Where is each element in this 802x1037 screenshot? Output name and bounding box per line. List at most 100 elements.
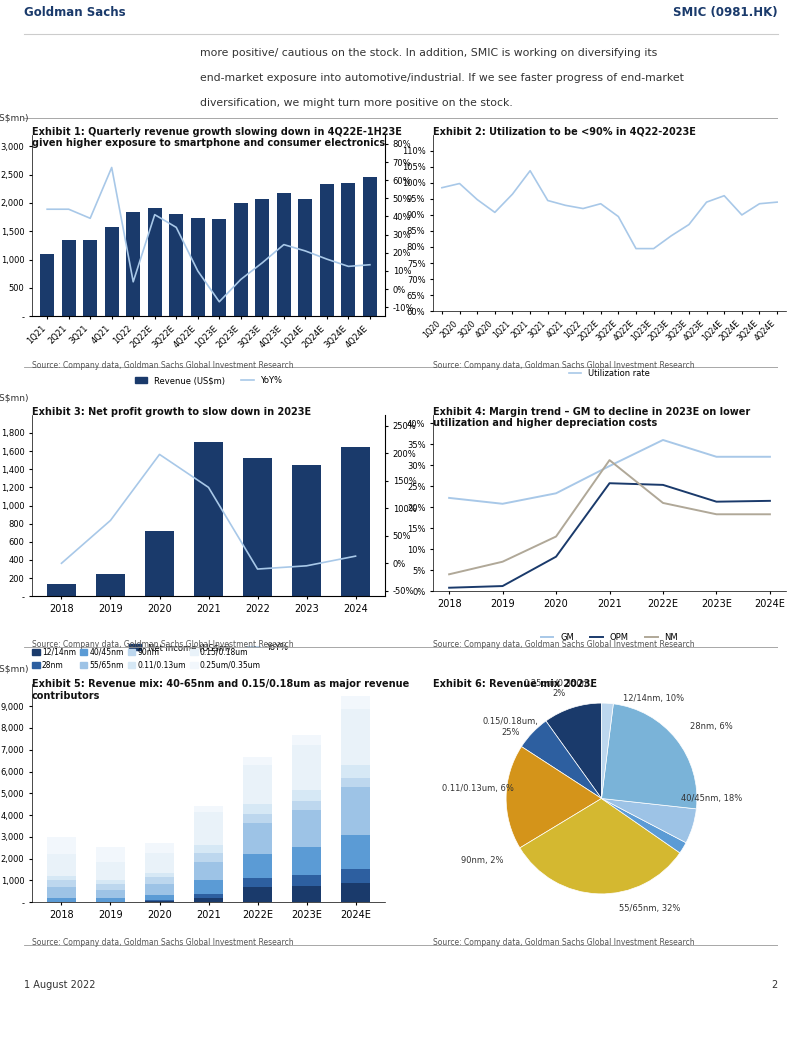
GM [711,450,721,463]
Bar [95,884,125,890]
Bar [145,900,174,901]
Text: Goldman Sachs: Goldman Sachs [24,6,126,20]
Text: Exhibit 4: Margin trend – GM to decline in 2023E on lower
utilization and higher: Exhibit 4: Margin trend – GM to decline … [433,407,751,428]
Bar [292,810,322,847]
Line: GM: GM [449,440,770,504]
Bar [62,240,75,316]
Legend: 12/14nm, 28nm, 40/45nm, 55/65nm, 90nm, 0.11/0.13um, 0.15/0.18um, 0.25um/0.35um: 12/14nm, 28nm, 40/45nm, 55/65nm, 90nm, 0… [29,645,264,673]
Text: SMIC (0981.HK): SMIC (0981.HK) [674,6,778,20]
Bar [95,898,125,902]
Bar [341,709,371,765]
OPM [444,582,454,594]
Bar [47,584,76,596]
GM [605,459,614,472]
Bar [292,745,322,790]
Bar [341,779,371,787]
Bar [292,847,322,875]
Wedge shape [506,747,602,848]
Bar [126,212,140,316]
Bar [95,879,125,884]
NM [498,556,508,568]
Bar [234,202,248,316]
Bar [194,853,223,862]
Bar [95,574,125,596]
Bar [292,790,322,802]
Bar [169,214,183,316]
Bar [243,823,272,853]
Bar [243,888,272,902]
Line: OPM: OPM [449,483,770,588]
Bar [145,853,174,872]
Text: (US$mn): (US$mn) [0,113,29,122]
Text: Exhibit 6: Revenue mix 2023E: Exhibit 6: Revenue mix 2023E [433,679,597,690]
Text: Source: Company data, Goldman Sachs Global Investment Research: Source: Company data, Goldman Sachs Glob… [32,361,294,370]
Wedge shape [602,704,697,809]
Bar [47,887,76,898]
Bar [341,869,371,882]
NM [551,530,561,542]
Bar [148,208,162,316]
NM [605,454,614,467]
Bar [243,853,272,878]
Bar [194,879,223,894]
Text: 12/14nm, 10%: 12/14nm, 10% [623,694,685,703]
GM [658,433,668,446]
Bar [47,837,76,854]
Bar [194,812,223,845]
Wedge shape [602,798,686,852]
Bar [95,863,125,879]
Bar [145,901,174,902]
Bar [243,814,272,823]
Bar [243,757,272,765]
Bar [194,442,223,596]
Bar [341,787,371,835]
Bar [255,198,269,316]
Bar [47,854,76,876]
Bar [298,199,312,316]
Bar [341,696,371,709]
Text: Source: Company data, Goldman Sachs Global Investment Research: Source: Company data, Goldman Sachs Glob… [433,361,695,370]
GM [498,498,508,510]
Bar [145,877,174,884]
NM [658,497,668,509]
Bar [40,254,55,316]
Bar [277,193,291,316]
Bar [341,448,371,596]
Bar [145,895,174,900]
OPM [765,495,775,507]
Bar [105,226,119,316]
Text: 1 August 2022: 1 August 2022 [24,980,95,990]
Text: (US$mn): (US$mn) [0,665,29,673]
Bar [363,177,377,316]
Bar [47,880,76,887]
Text: more positive/ cautious on the stock. In addition, SMIC is working on diversifyi: more positive/ cautious on the stock. In… [200,48,658,58]
Text: 55/65nm, 32%: 55/65nm, 32% [618,903,680,913]
Bar [83,240,97,316]
Text: Source: Company data, Goldman Sachs Global Investment Research: Source: Company data, Goldman Sachs Glob… [32,938,294,948]
Text: (US$mn): (US$mn) [0,393,29,402]
Text: Source: Company data, Goldman Sachs Global Investment Research: Source: Company data, Goldman Sachs Glob… [433,640,695,649]
Bar [292,465,322,596]
Text: Source: Company data, Goldman Sachs Global Investment Research: Source: Company data, Goldman Sachs Glob… [32,640,294,649]
GM [551,487,561,500]
Bar [145,872,174,877]
Bar [145,884,174,895]
GM [444,492,454,504]
Bar [47,898,76,902]
Bar [145,842,174,853]
Bar [95,847,125,863]
Text: 0.25um/0.35um,
2%: 0.25um/0.35um, 2% [524,679,593,699]
Bar [243,458,272,596]
Text: Source: Company data, Goldman Sachs Global Investment Research: Source: Company data, Goldman Sachs Glob… [433,938,695,948]
Legend: Net income (US$m), YoY%: Net income (US$m), YoY% [125,640,292,655]
Text: end-market exposure into automotive/industrial. If we see faster progress of end: end-market exposure into automotive/indu… [200,73,684,83]
Line: NM: NM [449,460,770,574]
Bar [341,765,371,779]
NM [711,508,721,521]
Bar [194,862,223,879]
Text: 90nm, 2%: 90nm, 2% [461,856,504,865]
Wedge shape [602,798,696,843]
Bar [292,887,322,902]
Text: Exhibit 2: Utilization to be <90% in 4Q22-2023E: Exhibit 2: Utilization to be <90% in 4Q2… [433,127,696,137]
Bar [194,807,223,812]
